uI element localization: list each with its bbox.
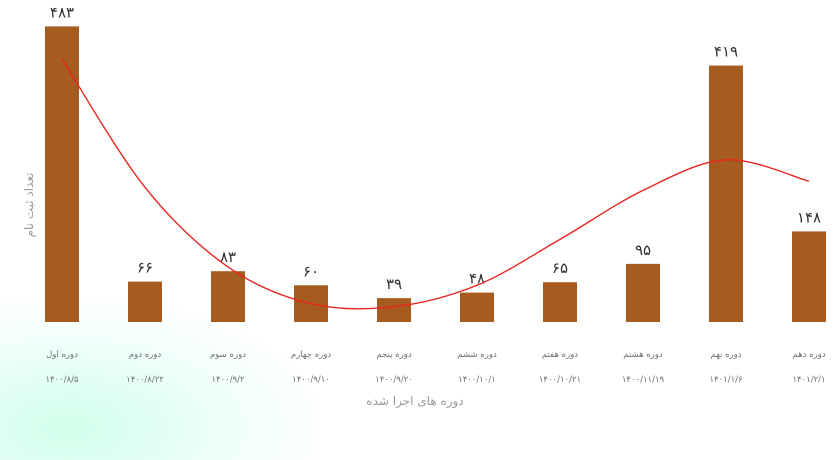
date-label-6: ۱۴۰۰/۱۰/۱ <box>458 375 496 385</box>
value-label-2: ۶۶ <box>137 259 153 277</box>
category-label-1: دوره اول <box>46 350 78 360</box>
y-axis-label: تعداد ثبت نام <box>22 173 36 238</box>
bar-5 <box>377 298 411 322</box>
category-label-9: دوره نهم <box>710 350 741 360</box>
value-label-4: ۶۰ <box>303 262 319 280</box>
bar-2 <box>128 281 162 322</box>
x-axis-label: دوره های اجرا شده <box>366 394 463 409</box>
date-label-5: ۱۴۰۰/۹/۲۰ <box>375 375 413 385</box>
value-label-3: ۸۳ <box>220 248 236 266</box>
value-label-5: ۳۹ <box>386 275 402 293</box>
value-label-9: ۴۱۹ <box>714 43 738 61</box>
bar-9 <box>709 65 743 323</box>
bar-1 <box>45 26 79 323</box>
value-label-1: ۴۸۳ <box>50 3 74 21</box>
date-label-4: ۱۴۰۰/۹/۱۰ <box>292 375 330 385</box>
value-label-8: ۹۵ <box>635 241 651 259</box>
date-labels-group: ۱۴۰۰/۸/۵ ۱۴۰۰/۸/۲۲ ۱۴۰۰/۹/۲ ۱۴۰۰/۹/۱۰ ۱۴۰۰/۹… <box>45 375 825 385</box>
bars-group <box>45 26 826 323</box>
bar-6 <box>460 292 494 322</box>
category-label-3: دوره سوم <box>210 350 246 360</box>
bar-7 <box>543 282 577 322</box>
category-label-10: دوره دهم <box>792 350 825 360</box>
date-label-3: ۱۴۰۰/۹/۲ <box>211 375 245 385</box>
date-label-8: ۱۴۰۰/۱۱/۱۹ <box>622 375 665 385</box>
date-label-7: ۱۴۰۰/۱۰/۲۱ <box>539 375 581 385</box>
bar-10 <box>792 231 826 322</box>
category-label-4: دوره چهارم <box>291 350 331 360</box>
date-label-1: ۱۴۰۰/۸/۵ <box>45 375 79 385</box>
date-label-2: ۱۴۰۰/۸/۲۲ <box>126 375 164 385</box>
category-label-6: دوره ششم <box>457 350 497 360</box>
date-label-9: ۱۴۰۱/۱/۶ <box>709 375 742 385</box>
bar-8 <box>626 263 660 322</box>
category-label-8: دوره هشتم <box>623 350 663 360</box>
category-label-7: دوره هفتم <box>542 350 578 360</box>
category-label-2: دوره دوم <box>129 350 162 360</box>
category-labels-group: دوره اول دوره دوم دوره سوم دوره چهارم دوره پ… <box>46 350 826 360</box>
category-label-5: دوره پنجم <box>376 350 411 360</box>
date-label-10: ۱۴۰۱/۲/۱ <box>792 375 825 385</box>
value-label-10: ۱۴۸ <box>797 208 821 226</box>
trend-line <box>61 58 810 310</box>
bar-3 <box>211 271 245 322</box>
value-label-7: ۶۵ <box>552 259 568 277</box>
